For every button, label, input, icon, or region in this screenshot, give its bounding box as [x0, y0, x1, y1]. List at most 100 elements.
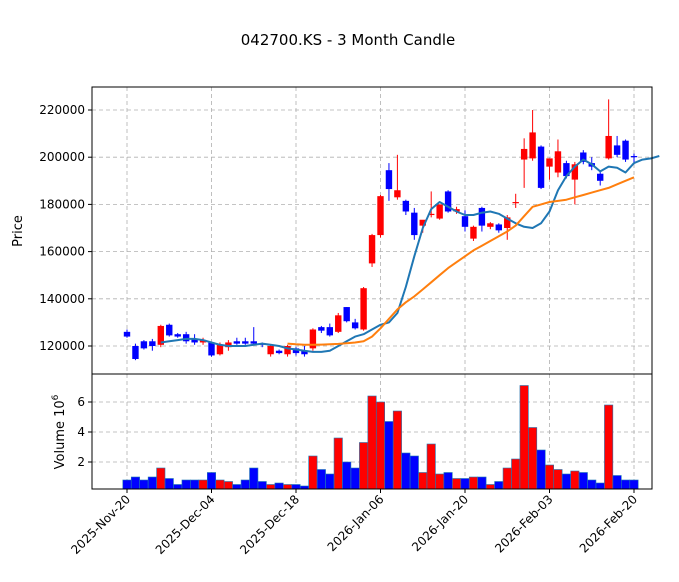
candle: [411, 212, 418, 236]
candle: [309, 329, 317, 349]
candle: [504, 217, 511, 228]
candle: [554, 151, 562, 173]
volume-bar: [612, 475, 622, 490]
volume-bar: [587, 479, 597, 490]
candle: [250, 341, 257, 344]
candle: [529, 132, 536, 159]
candle: [495, 224, 502, 231]
volume-tick-label: 6: [77, 395, 85, 409]
candle: [597, 173, 604, 181]
candle: [444, 191, 452, 212]
candle: [275, 350, 283, 354]
volume-bar: [139, 479, 149, 490]
volume-axis-label: Volume 106: [51, 394, 68, 469]
moving-average-lines: [160, 155, 660, 353]
volume-bar: [181, 479, 191, 490]
candle: [487, 223, 494, 227]
candle: [326, 327, 333, 336]
volume-bar: [156, 467, 166, 490]
candle: [123, 331, 131, 337]
chart-title: 042700.KS - 3 Month Candle: [241, 31, 456, 49]
candle: [149, 341, 156, 346]
volume-bar: [553, 469, 563, 490]
candle: [191, 338, 198, 343]
volume-y-ticks: 2 4 6: [77, 395, 92, 469]
candle: [182, 334, 190, 342]
candle: [301, 350, 308, 355]
candle: [428, 213, 435, 216]
volume-bar: [561, 473, 571, 490]
candle: [613, 145, 621, 155]
volume-bar: [198, 479, 208, 490]
candle: [512, 202, 519, 204]
candle: [537, 146, 545, 188]
volume-bar: [274, 482, 284, 490]
candle: [208, 342, 215, 356]
candle: [453, 209, 460, 212]
candle: [242, 341, 249, 344]
candle: [335, 315, 342, 332]
volume-bar: [629, 479, 639, 490]
volume-bar: [443, 472, 453, 490]
volume-bar: [604, 404, 614, 490]
candle: [199, 340, 207, 343]
volume-bar: [544, 464, 554, 490]
volume-bar: [190, 479, 200, 490]
candle: [132, 346, 139, 359]
x-tick-label: 2026-Jan-20: [409, 492, 471, 554]
volume-bar: [308, 455, 318, 490]
volume-bar: [477, 476, 487, 490]
volume-bar: [130, 476, 140, 490]
x-tick-label: 2026-Jan-06: [325, 492, 387, 554]
volume-bar: [502, 467, 512, 490]
candle: [216, 344, 224, 355]
x-tick-label: 2025-Dec-18: [237, 492, 302, 557]
volume-bar: [122, 479, 132, 490]
volume-bars: [122, 385, 639, 490]
volume-bar: [367, 395, 377, 490]
volume-bar: [207, 472, 217, 490]
candle: [377, 196, 384, 236]
volume-bar: [401, 452, 411, 490]
volume-bar: [375, 401, 385, 490]
volume-bar: [240, 479, 250, 490]
candle: [318, 327, 325, 331]
price-tick-label: 180000: [39, 197, 85, 211]
price-tick-label: 200000: [39, 150, 85, 164]
x-tick-label: 2026-Feb-03: [492, 492, 555, 555]
price-grid: [92, 87, 652, 374]
volume-bar: [511, 458, 521, 490]
volume-bar: [409, 455, 419, 490]
volume-bar: [494, 481, 504, 490]
price-axis-label: Price: [11, 215, 26, 247]
price-tick-label: 220000: [39, 103, 85, 117]
volume-bar: [621, 479, 631, 490]
price-tick-label: 140000: [39, 292, 85, 306]
x-tick-label: 2026-Feb-20: [577, 492, 640, 555]
volume-bar: [359, 442, 369, 490]
candle: [630, 156, 638, 158]
volume-bar: [528, 427, 538, 490]
candle: [394, 190, 401, 198]
volume-bar: [232, 484, 242, 490]
volume-bar: [147, 476, 157, 490]
price-y-ticks: 120000 140000 160000 180000 200000 220000: [39, 103, 92, 353]
candle: [563, 163, 570, 177]
candle: [140, 341, 148, 349]
candle: [360, 288, 367, 330]
volume-tick-label: 2: [77, 455, 85, 469]
volume-bar: [452, 478, 462, 490]
volume-bar: [283, 484, 293, 490]
volume-bar: [418, 472, 428, 490]
volume-bar: [519, 385, 529, 490]
candle: [605, 135, 612, 159]
price-axes-frame: [91, 86, 653, 375]
volume-tick-label: 4: [77, 425, 85, 439]
volume-bar: [325, 473, 335, 490]
price-candles: [123, 99, 638, 361]
candle: [225, 342, 232, 348]
candle: [461, 216, 469, 227]
candle: [157, 325, 164, 345]
candle: [622, 140, 629, 160]
volume-bar: [426, 443, 436, 490]
